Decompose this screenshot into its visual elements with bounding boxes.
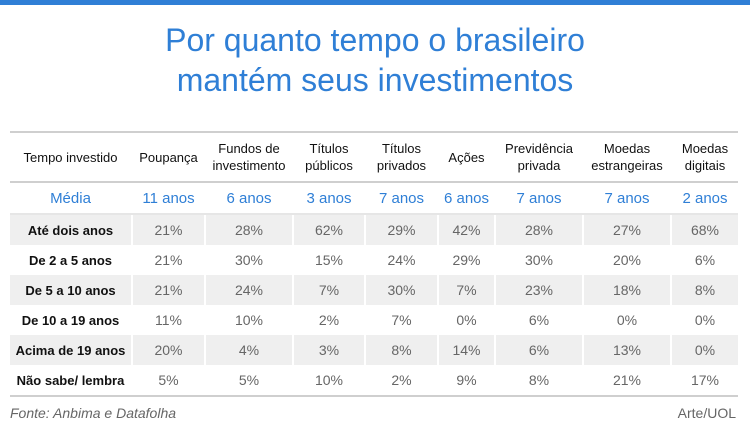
row-label: Média [10, 182, 132, 215]
header-cell: Ações [437, 131, 495, 183]
value-cell: 28% [204, 214, 293, 245]
value-cell: 6% [494, 305, 583, 335]
top-accent-bar [0, 0, 750, 5]
value-cell: 13% [582, 335, 671, 365]
title-line-2: mantém seus investimentos [176, 62, 574, 98]
credit-note: Arte/UOL [677, 405, 736, 421]
value-cell: 8% [494, 365, 583, 397]
investment-table: Tempo investido Poupança Fundos de investi… [10, 131, 738, 397]
value-cell: 14% [437, 335, 495, 365]
average-row: Média 11 anos 6 anos 3 anos 7 anos 6 anos 7 an… [10, 182, 738, 215]
average-cell: 6 anos [437, 182, 495, 215]
value-cell: 7% [292, 275, 365, 305]
value-cell: 42% [437, 214, 495, 245]
value-cell: 17% [670, 365, 738, 397]
value-cell: 3% [292, 335, 365, 365]
value-cell: 2% [364, 365, 438, 397]
value-cell: 11% [131, 305, 205, 335]
value-cell: 0% [670, 305, 738, 335]
row-label: De 2 a 5 anos [28, 252, 113, 268]
title-line-1: Por quanto tempo o brasileiro [165, 22, 585, 58]
value-cell: 62% [292, 214, 365, 245]
value-cell: 5% [204, 365, 293, 397]
header-cell: Previdência privada [494, 131, 583, 183]
value-cell: 6% [494, 335, 583, 365]
value-cell: 20% [131, 335, 205, 365]
value-cell: 7% [437, 275, 495, 305]
average-cell: 7 anos [364, 182, 438, 215]
value-cell: 29% [437, 245, 495, 275]
average-cell: 11 anos [131, 182, 205, 215]
header-row: Tempo investido Poupança Fundos de investi… [10, 131, 738, 183]
table-row: De 5 a 10 anos 21% 24% 7% 30% 7% 23% 18% 8% [10, 275, 738, 305]
row-label: Não sabe/ lembra [10, 365, 132, 397]
value-cell: 29% [364, 214, 438, 245]
value-cell: 6% [670, 245, 738, 275]
value-cell: 7% [364, 305, 438, 335]
row-label: De 5 a 10 anos [10, 275, 132, 305]
value-cell: 30% [494, 245, 583, 275]
value-cell: 27% [582, 214, 671, 245]
value-cell: 21% [131, 245, 205, 275]
value-cell: 4% [204, 335, 293, 365]
value-cell: 0% [670, 335, 738, 365]
header-cell: Moedas digitais [670, 131, 738, 183]
value-cell: 15% [292, 245, 365, 275]
value-cell: 24% [364, 245, 438, 275]
header-cell: Fundos de investimento [204, 131, 293, 183]
row-label: Até dois anos [10, 214, 132, 245]
value-cell: 8% [364, 335, 438, 365]
table-row: Até dois anos 21% 28% 62% 29% 42% 28% 27% 68% [10, 214, 738, 245]
table-row: Não sabe/ lembra 5% 5% 10% 2% 9% 8% 21% 17% [10, 365, 738, 397]
value-cell: 20% [582, 245, 671, 275]
row-label: De 10 a 19 anos [21, 312, 120, 328]
value-cell: 8% [670, 275, 738, 305]
value-cell: 0% [582, 305, 671, 335]
value-cell: 21% [582, 365, 671, 397]
table-row: Acima de 19 anos 20% 4% 3% 8% 14% 6% 13% 0% [10, 335, 738, 365]
value-cell: 9% [437, 365, 495, 397]
average-cell: 2 anos [670, 182, 738, 215]
value-cell: 30% [364, 275, 438, 305]
value-cell: 5% [131, 365, 205, 397]
table-row: De 2 a 5 anos 21% 30% 15% 24% 29% 30% 20% 6% [10, 245, 738, 275]
value-cell: 0% [437, 305, 495, 335]
header-cell: Moedas estrangeiras [582, 131, 671, 183]
value-cell: 24% [204, 275, 293, 305]
header-cell: Títulos privados [364, 131, 438, 183]
value-cell: 21% [131, 214, 205, 245]
header-cell-tempo-investido: Tempo investido [10, 131, 132, 183]
row-label: Acima de 19 anos [10, 335, 132, 365]
average-cell: 7 anos [494, 182, 583, 215]
chart-title: Por quanto tempo o brasileiro mantém seu… [0, 20, 750, 100]
table-row: De 10 a 19 anos 11% 10% 2% 7% 0% 6% 0% 0% [10, 305, 738, 335]
value-cell: 10% [204, 305, 293, 335]
value-cell: 68% [670, 214, 738, 245]
source-note: Fonte: Anbima e Datafolha [10, 405, 177, 421]
table-body: Média 11 anos 6 anos 3 anos 7 anos 6 anos 7 an… [10, 182, 738, 397]
average-cell: 6 anos [204, 182, 293, 215]
value-cell: 30% [204, 245, 293, 275]
value-cell: 2% [292, 305, 365, 335]
value-cell: 28% [494, 214, 583, 245]
header-cell: Títulos públicos [292, 131, 365, 183]
average-cell: 7 anos [582, 182, 671, 215]
value-cell: 18% [582, 275, 671, 305]
value-cell: 10% [292, 365, 365, 397]
value-cell: 23% [494, 275, 583, 305]
average-cell: 3 anos [292, 182, 365, 215]
value-cell: 21% [131, 275, 205, 305]
header-cell: Poupança [131, 131, 205, 183]
